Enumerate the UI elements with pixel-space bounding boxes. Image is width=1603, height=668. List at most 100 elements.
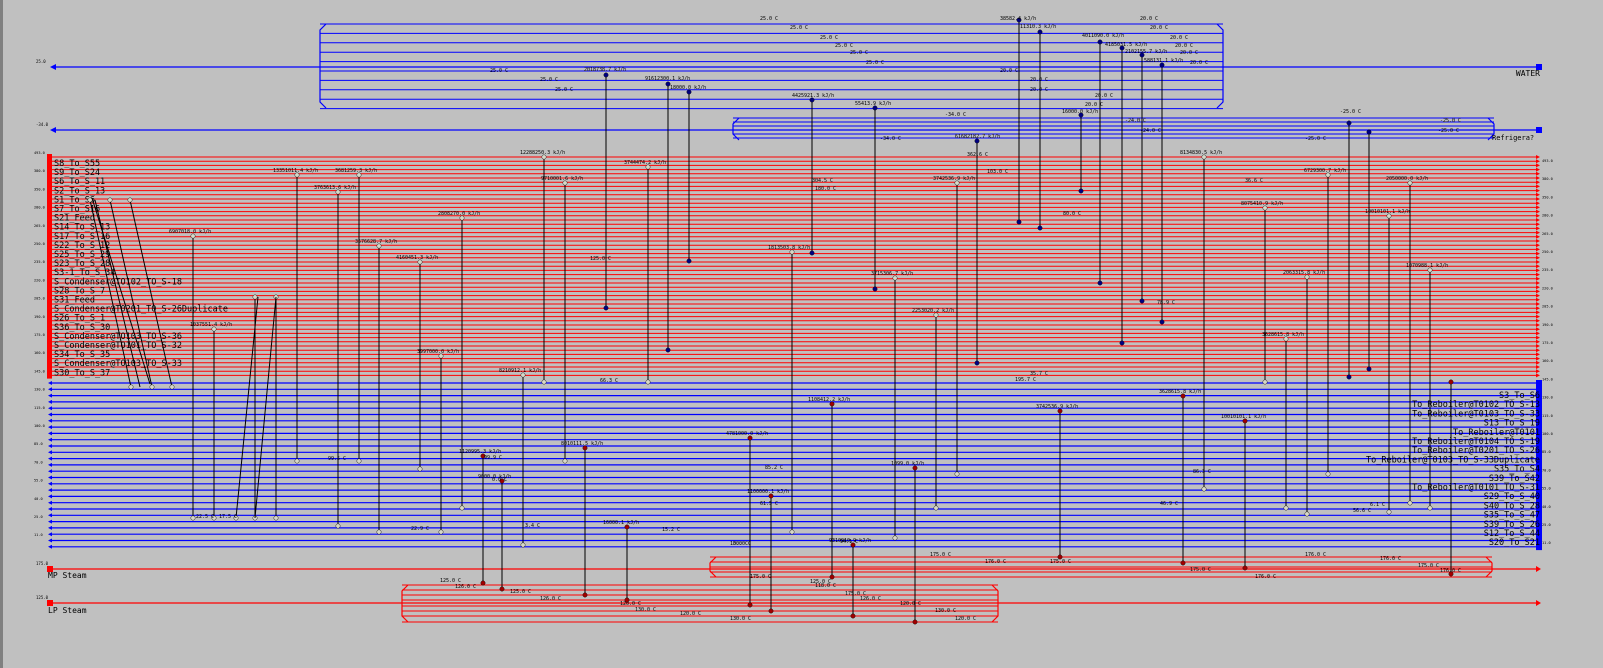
exchanger-node[interactable] — [190, 515, 196, 521]
exchanger-node[interactable] — [645, 379, 651, 385]
exchanger-node[interactable] — [417, 259, 423, 265]
exchanger-node[interactable] — [128, 384, 134, 390]
exchanger-node[interactable] — [686, 89, 692, 95]
exchanger-node[interactable] — [603, 72, 609, 78]
exchanger-node[interactable] — [1448, 379, 1454, 385]
exchanger-node[interactable] — [872, 105, 878, 111]
exchanger-node[interactable] — [603, 305, 609, 311]
exchanger-node[interactable] — [1427, 505, 1433, 511]
exchanger-node[interactable] — [480, 580, 486, 586]
exchanger-node[interactable] — [809, 250, 815, 256]
exchanger-node[interactable] — [1346, 374, 1352, 380]
exchanger-node[interactable] — [417, 466, 423, 472]
exchanger-node[interactable] — [933, 505, 939, 511]
exchanger-node[interactable] — [829, 574, 835, 580]
exchanger-node[interactable] — [892, 275, 898, 281]
exchanger-node[interactable] — [1016, 17, 1022, 23]
exchanger-node[interactable] — [499, 586, 505, 592]
exchanger-node[interactable] — [1283, 336, 1289, 342]
exchanger-node[interactable] — [459, 505, 465, 511]
exchanger-node[interactable] — [541, 154, 547, 160]
exchanger-connector[interactable] — [235, 296, 259, 519]
exchanger-node[interactable] — [1159, 62, 1165, 68]
exchanger-node[interactable] — [1078, 188, 1084, 194]
exchanger-node[interactable] — [356, 458, 362, 464]
exchanger-node[interactable] — [789, 249, 795, 255]
exchanger-node[interactable] — [768, 608, 774, 614]
exchanger-node[interactable] — [1346, 120, 1352, 126]
cold-stream-end-markers[interactable] — [1536, 380, 1542, 551]
exchanger-node[interactable] — [1057, 408, 1063, 414]
exchanger-node[interactable] — [190, 233, 196, 239]
exchanger-connector[interactable] — [129, 199, 173, 388]
exchanger-node[interactable] — [1242, 565, 1248, 571]
exchanger-node[interactable] — [933, 312, 939, 318]
exchanger-node[interactable] — [149, 384, 155, 390]
exchanger-node[interactable] — [562, 458, 568, 464]
exchanger-connector[interactable] — [91, 197, 151, 385]
lp-steam-start-marker[interactable] — [47, 600, 53, 606]
exchanger-node[interactable] — [438, 353, 444, 359]
exchanger-node[interactable] — [356, 172, 362, 178]
exchanger-node[interactable] — [335, 189, 341, 195]
exchanger-node[interactable] — [665, 81, 671, 87]
exchanger-node[interactable] — [499, 478, 505, 484]
exchanger-node[interactable] — [1242, 418, 1248, 424]
exchanger-node[interactable] — [1283, 505, 1289, 511]
exchanger-node[interactable] — [872, 286, 878, 292]
exchanger-node[interactable] — [1097, 39, 1103, 45]
exchanger-node[interactable] — [850, 542, 856, 548]
exchanger-node[interactable] — [1407, 180, 1413, 186]
exchanger-node[interactable] — [87, 197, 93, 203]
exchanger-node[interactable] — [1386, 213, 1392, 219]
exchanger-node[interactable] — [974, 360, 980, 366]
water-end-marker[interactable] — [1536, 64, 1542, 70]
exchanger-node[interactable] — [1304, 511, 1310, 517]
exchanger-node[interactable] — [294, 172, 300, 178]
exchanger-node[interactable] — [127, 197, 133, 203]
exchanger-node[interactable] — [376, 243, 382, 249]
exchanger-node[interactable] — [520, 542, 526, 548]
exchanger-node[interactable] — [747, 602, 753, 608]
exchanger-node[interactable] — [1448, 571, 1454, 577]
mp-steam-start-marker[interactable] — [47, 566, 53, 572]
exchanger-node[interactable] — [850, 613, 856, 619]
exchanger-node[interactable] — [624, 524, 630, 530]
exchanger-node[interactable] — [624, 597, 630, 603]
refrigerant-end-marker[interactable] — [1536, 127, 1542, 133]
exchanger-node[interactable] — [438, 529, 444, 535]
exchanger-node[interactable] — [1180, 393, 1186, 399]
exchanger-node[interactable] — [1325, 471, 1331, 477]
exchanger-node[interactable] — [1180, 560, 1186, 566]
exchanger-node[interactable] — [1262, 205, 1268, 211]
exchanger-node[interactable] — [768, 493, 774, 499]
exchanger-node[interactable] — [169, 384, 175, 390]
exchanger-node[interactable] — [665, 347, 671, 353]
exchanger-node[interactable] — [376, 529, 382, 535]
exchanger-node[interactable] — [1262, 379, 1268, 385]
exchanger-node[interactable] — [974, 138, 980, 144]
exchanger-node[interactable] — [294, 458, 300, 464]
exchanger-node[interactable] — [1325, 172, 1331, 178]
exchanger-node[interactable] — [1427, 267, 1433, 273]
exchanger-node[interactable] — [686, 258, 692, 264]
exchanger-node[interactable] — [520, 372, 526, 378]
exchanger-node[interactable] — [954, 180, 960, 186]
exchanger-node[interactable] — [1304, 274, 1310, 280]
exchanger-node[interactable] — [1119, 45, 1125, 51]
exchanger-node[interactable] — [789, 529, 795, 535]
exchanger-node[interactable] — [273, 515, 279, 521]
exchanger-node[interactable] — [1139, 52, 1145, 58]
exchanger-node[interactable] — [1057, 554, 1063, 560]
exchanger-node[interactable] — [645, 164, 651, 170]
exchanger-node[interactable] — [1407, 500, 1413, 506]
exchanger-node[interactable] — [829, 401, 835, 407]
exchanger-node[interactable] — [582, 592, 588, 598]
exchanger-node[interactable] — [459, 215, 465, 221]
exchanger-node[interactable] — [1366, 129, 1372, 135]
exchanger-node[interactable] — [335, 523, 341, 529]
exchanger-node[interactable] — [1078, 112, 1084, 118]
exchanger-node[interactable] — [541, 379, 547, 385]
exchanger-connector[interactable] — [89, 199, 132, 388]
